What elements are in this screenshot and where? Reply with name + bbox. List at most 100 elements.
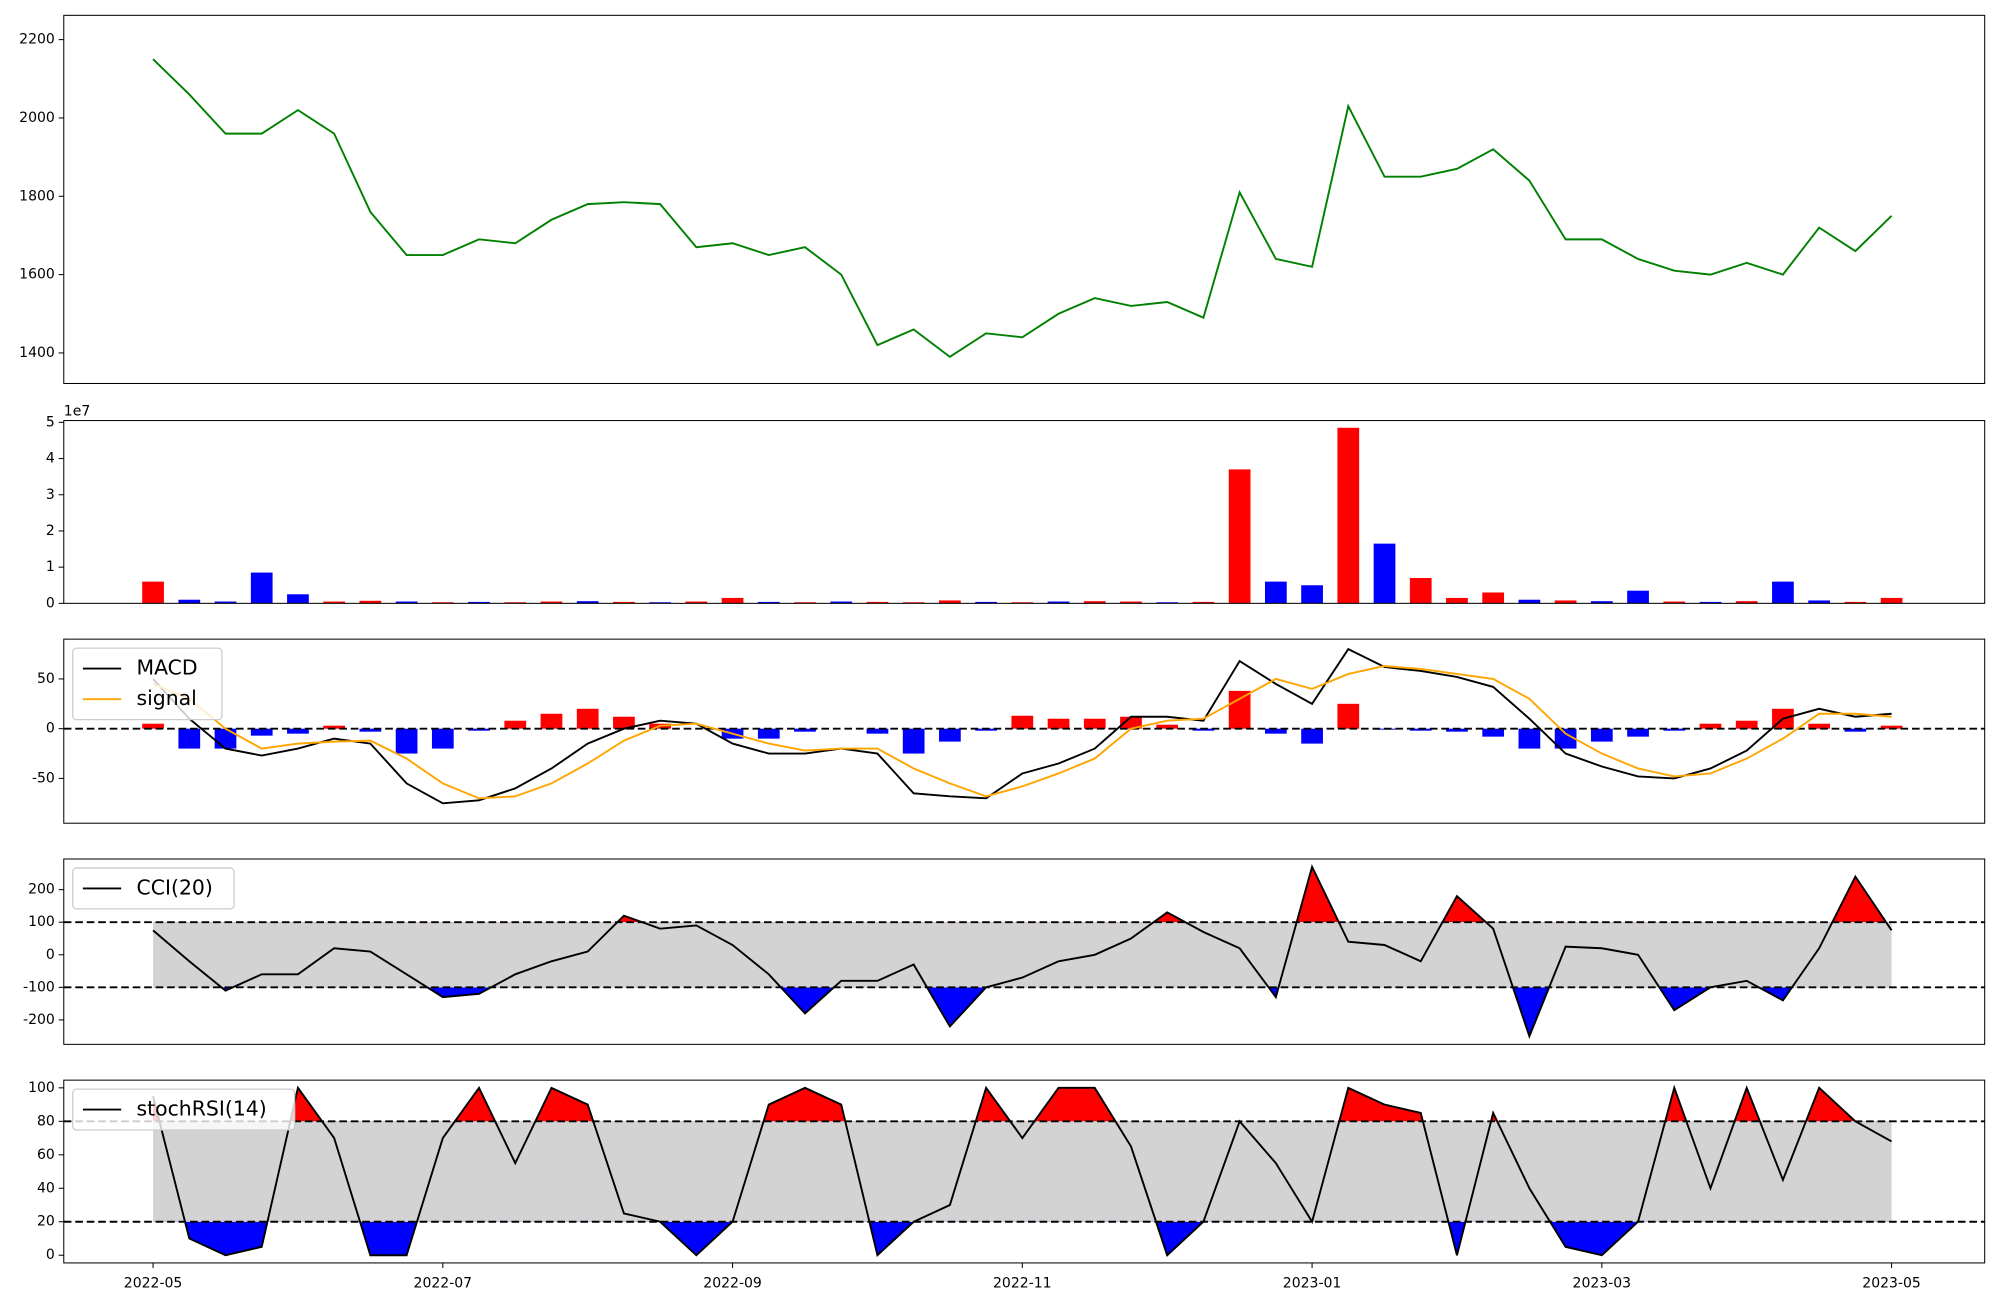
histogram-bar [1409,728,1432,731]
histogram-bar [287,728,309,734]
y-tick-label: 2 [46,523,55,539]
bar [649,602,671,604]
bar [287,594,309,604]
y-tick-label: 50 [37,671,55,687]
histogram-bar [1482,728,1505,737]
bar [794,602,816,604]
histogram-bar [1337,703,1360,729]
y-tick-label: 1 [46,559,55,575]
bar [1337,427,1360,604]
bar [1554,600,1577,604]
y-offset-label: 1e7 [64,404,90,420]
series-line [152,1084,1893,1258]
histogram-bar [613,716,635,729]
y-tick-label: 20 [37,1214,55,1230]
bar [975,601,997,604]
y-tick-label: 0 [46,595,55,611]
bar [1373,543,1396,604]
plot-frame [63,858,1986,1045]
y-tick-label: 200 [28,882,55,898]
histogram-bar [250,728,273,736]
bar [1482,592,1505,604]
bar [1301,585,1323,604]
y-tick-label: 80 [37,1113,55,1129]
series-line [152,647,1892,805]
bar [468,601,490,604]
y-tick-label: 0 [46,721,55,737]
plot-frame [63,638,1986,824]
histogram-bar [794,728,816,732]
histogram-bar [359,728,382,732]
histogram-bar [866,728,889,734]
bar [1590,601,1613,604]
bar [504,602,527,604]
bar [359,600,382,604]
legend-label: MACD [136,656,197,680]
histogram-bar [1120,716,1142,729]
histogram-bar [1699,723,1722,729]
histogram-bar [431,728,454,749]
x-tick-label: 2023-05 [1862,1275,1921,1291]
histogram-bar [1264,728,1287,734]
bar [1772,581,1794,604]
y-tick-label: 100 [28,914,55,930]
bar [395,601,418,604]
legend-box [72,1088,296,1131]
bar [1047,601,1070,604]
y-tick-label: -50 [32,770,55,786]
y-tick-label: 4 [46,451,55,467]
histogram-bar [1554,728,1577,749]
bar [1627,590,1649,604]
histogram-bar [1047,718,1070,729]
bar [250,572,273,604]
bar [1409,578,1432,604]
histogram-bar [576,708,599,729]
histogram-bar [1627,728,1649,737]
y-tick-label: 5 [46,414,55,430]
bar [1808,600,1831,604]
bar [1880,597,1903,604]
bar [178,599,201,604]
overbought-fill [153,866,1892,923]
plot-frame [63,14,1986,384]
y-tick-label: 1600 [19,267,55,283]
series-line [152,665,1892,800]
histogram-bar [1663,728,1686,731]
y-tick-label: -100 [23,979,55,995]
histogram-bar [1156,724,1179,729]
histogram-bar [1808,723,1831,729]
histogram-bar [1518,728,1541,749]
bar [1446,597,1468,604]
bar [214,601,237,604]
band-fill [153,1121,1892,1222]
bar [866,601,889,604]
histogram-bar [504,720,527,729]
x-tick-label: 2023-03 [1573,1275,1632,1291]
series-line [152,58,1893,359]
bar [721,597,744,604]
histogram-bar [1192,728,1215,731]
bar [1156,602,1179,604]
bar [830,601,853,604]
histogram-bar [939,728,961,742]
legend-label: stochRSI(14) [136,1097,266,1121]
y-tick-label: -200 [23,1012,55,1028]
plot-frame [63,420,1986,604]
x-tick-label: 2022-11 [993,1275,1052,1291]
y-tick-label: 60 [37,1147,55,1163]
bar [1228,469,1251,604]
bar [142,581,164,604]
histogram-bar [1301,728,1323,744]
bar [1663,601,1686,604]
bar [1083,601,1106,604]
y-tick-label: 1800 [19,188,55,204]
histogram-bar [395,728,418,754]
y-tick-label: 0 [46,947,55,963]
plot-frame [63,1079,1986,1264]
bar [1192,601,1215,604]
histogram-bar [1228,690,1251,729]
legend-label: CCI(20) [136,875,212,899]
histogram-bar [1446,728,1468,732]
